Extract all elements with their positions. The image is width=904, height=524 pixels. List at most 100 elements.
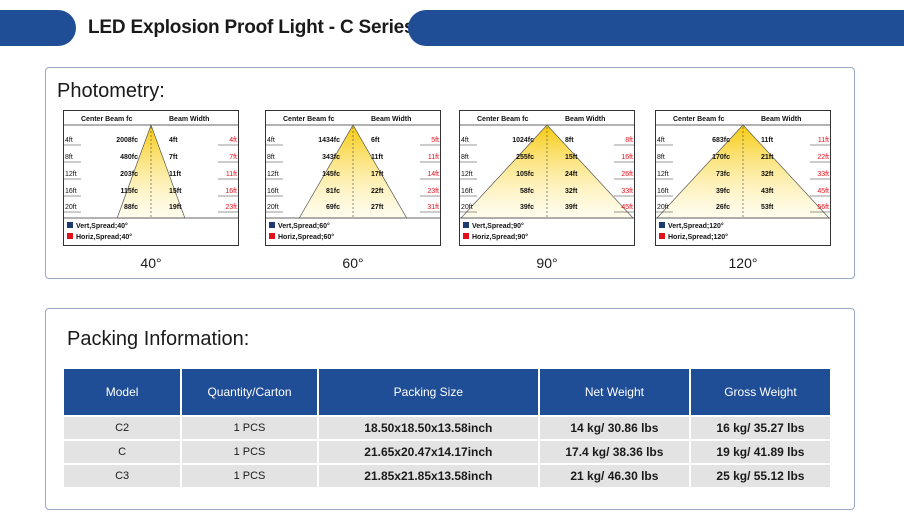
photometry-diagram-60: Center Beam fc Beam Width 4ft 1434fc 6ft 5ft 8… <box>265 110 441 246</box>
distance-label: 8ft <box>657 154 665 161</box>
cell-gross-weight: 19 kg/ 41.89 lbs <box>690 441 830 463</box>
beam-width-horiz: 14ft <box>427 171 439 178</box>
center-beam-fc: 255fc <box>516 154 534 161</box>
angle-label-60: 60° <box>342 255 364 271</box>
beam-width-vert: 11ft <box>761 137 774 144</box>
header-beam-width: Beam Width <box>565 116 605 123</box>
photometry-panel: Photometry: Center Beam fc Beam Width 4ft 2… <box>45 67 855 279</box>
distance-label: 12ft <box>267 171 279 178</box>
legend-horiz-swatch <box>659 233 665 239</box>
legend-vert-swatch <box>659 222 665 228</box>
packing-panel: Packing Information: Model Quantity/Cart… <box>45 308 855 510</box>
beam-svg-0: Center Beam fc Beam Width 4ft 2008fc 4ft 4ft 8… <box>63 110 239 246</box>
center-beam-fc: 58fc <box>520 188 534 195</box>
header-center-beam: Center Beam fc <box>81 116 132 123</box>
distance-label: 4ft <box>65 137 73 144</box>
beam-width-vert: 32ft <box>761 171 774 178</box>
distance-label: 16ft <box>267 188 279 195</box>
beam-width-vert: 27ft <box>371 204 384 211</box>
legend-horiz-swatch <box>67 233 73 239</box>
distance-label: 4ft <box>267 137 275 144</box>
center-beam-fc: 115fc <box>120 188 138 195</box>
cell-model: C <box>64 441 181 463</box>
beam-width-horiz: 5ft <box>431 137 439 144</box>
photometry-diagram-90: Center Beam fc Beam Width 4ft 1024fc 8ft 8ft 8… <box>459 110 635 246</box>
beam-width-horiz: 45ft <box>621 204 633 211</box>
cell-quantity: 1 PCS <box>182 441 317 463</box>
cell-gross-weight: 25 kg/ 55.12 lbs <box>690 465 830 487</box>
legend-vert-label: Vert,Spread;90° <box>472 222 524 230</box>
beam-width-horiz: 16ft <box>621 154 633 161</box>
beam-width-horiz: 56ft <box>817 204 829 211</box>
header-bar-right <box>408 10 904 46</box>
beam-width-horiz: 4ft <box>229 137 237 144</box>
legend-horiz-label: Horiz,Spread;120° <box>668 233 728 241</box>
header-beam-width: Beam Width <box>371 116 411 123</box>
beam-width-horiz: 23ft <box>225 204 237 211</box>
legend-horiz-label: Horiz,Spread;60° <box>278 233 334 241</box>
legend-horiz-label: Horiz,Spread;90° <box>472 233 528 241</box>
distance-label: 20ft <box>65 204 77 211</box>
header-net-weight: Net Weight <box>539 369 689 415</box>
cell-packing-size: 21.65x20.47x14.17inch <box>318 441 538 463</box>
legend-vert-swatch <box>463 222 469 228</box>
beam-width-vert: 19ft <box>169 204 182 211</box>
legend-horiz-swatch <box>463 233 469 239</box>
beam-width-vert: 17ft <box>371 171 384 178</box>
beam-width-horiz: 11ft <box>818 137 829 144</box>
cell-quantity: 1 PCS <box>182 417 317 439</box>
distance-label: 8ft <box>267 154 275 161</box>
angle-label-120: 120° <box>728 255 758 271</box>
center-beam-fc: 73fc <box>716 171 730 178</box>
cell-net-weight: 21 kg/ 46.30 lbs <box>539 465 689 487</box>
beam-width-vert: 6ft <box>371 137 380 144</box>
header-center-beam: Center Beam fc <box>283 116 334 123</box>
cell-packing-size: 21.85x21.85x13.58inch <box>318 465 538 487</box>
center-beam-fc: 88fc <box>124 204 138 211</box>
beam-width-vert: 21ft <box>761 154 774 161</box>
beam-width-vert: 4ft <box>169 137 178 144</box>
beam-width-horiz: 8ft <box>625 137 633 144</box>
table-row: C 1 PCS 21.65x20.47x14.17inch 17.4 kg/ 3… <box>64 441 830 463</box>
header-packing-size: Packing Size <box>318 369 538 415</box>
center-beam-fc: 26fc <box>716 204 730 211</box>
beam-width-vert: 39ft <box>565 204 578 211</box>
table-row: C2 1 PCS 18.50x18.50x13.58inch 14 kg/ 30… <box>64 417 830 439</box>
beam-width-vert: 15ft <box>169 188 182 195</box>
beam-width-vert: 11ft <box>371 154 384 161</box>
center-beam-fc: 480fc <box>120 154 138 161</box>
beam-width-vert: 11ft <box>169 171 182 178</box>
legend-vert-label: Vert,Spread;60° <box>278 222 330 230</box>
header-center-beam: Center Beam fc <box>673 116 724 123</box>
beam-width-horiz: 45ft <box>817 188 829 195</box>
beam-width-vert: 15ft <box>565 154 578 161</box>
beam-width-horiz: 23ft <box>427 188 439 195</box>
distance-label: 16ft <box>657 188 669 195</box>
packing-title: Packing Information: <box>67 328 250 350</box>
distance-label: 12ft <box>657 171 669 178</box>
center-beam-fc: 145fc <box>322 171 340 178</box>
legend-horiz-label: Horiz,Spread;40° <box>76 233 132 241</box>
legend-vert-swatch <box>67 222 73 228</box>
beam-width-vert: 8ft <box>565 137 574 144</box>
beam-width-horiz: 11ft <box>428 154 439 161</box>
distance-label: 12ft <box>65 171 77 178</box>
cell-packing-size: 18.50x18.50x13.58inch <box>318 417 538 439</box>
cell-quantity: 1 PCS <box>182 465 317 487</box>
distance-label: 20ft <box>657 204 669 211</box>
beam-width-horiz: 33ft <box>817 171 829 178</box>
beam-svg-1: Center Beam fc Beam Width 4ft 1434fc 6ft 5ft 8… <box>265 110 441 246</box>
center-beam-fc: 203fc <box>120 171 138 178</box>
header-bar-left <box>0 10 76 46</box>
legend-vert-swatch <box>269 222 275 228</box>
beam-width-horiz: 7ft <box>229 154 237 161</box>
beam-svg-2: Center Beam fc Beam Width 4ft 1024fc 8ft 8ft 8… <box>459 110 635 246</box>
header-model: Model <box>64 369 181 415</box>
cell-net-weight: 14 kg/ 30.86 lbs <box>539 417 689 439</box>
legend-horiz-swatch <box>269 233 275 239</box>
header-center-beam: Center Beam fc <box>477 116 528 123</box>
center-beam-fc: 2008fc <box>116 137 138 144</box>
header-beam-width: Beam Width <box>169 116 209 123</box>
beam-width-vert: 7ft <box>169 154 178 161</box>
center-beam-fc: 1024fc <box>512 137 534 144</box>
